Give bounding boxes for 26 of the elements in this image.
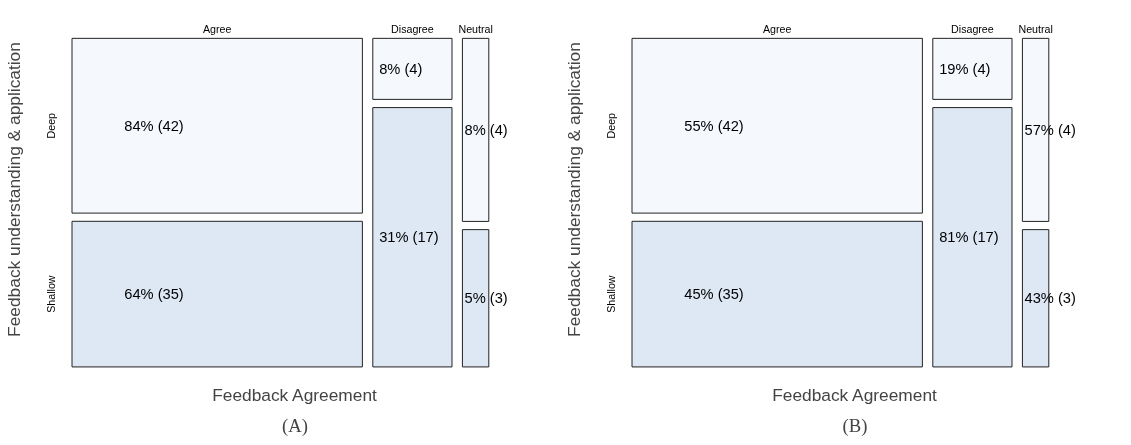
data-label: 8% (4) <box>379 60 423 77</box>
category-label: Neutral <box>458 23 493 36</box>
text: Feedback understanding & application <box>563 42 584 337</box>
data-label: 55% (42) <box>684 117 744 134</box>
text: Shallow <box>605 275 618 313</box>
category-label: Agree <box>762 23 792 36</box>
text: Feedback Agreement <box>772 384 938 405</box>
data-label: 81% (17) <box>939 229 999 246</box>
data-label: 8% (4) <box>464 121 508 138</box>
category-label: Disagree <box>951 23 994 36</box>
data-label: 84% (42) <box>124 117 184 134</box>
category-label: Disagree <box>391 23 434 36</box>
text: Feedback Agreement <box>212 384 378 405</box>
text: Deep <box>45 112 58 139</box>
text: Shallow <box>45 275 58 313</box>
category-label: Neutral <box>1018 23 1053 36</box>
text: Feedback understanding & application <box>3 42 24 337</box>
data-label: 31% (17) <box>379 229 439 246</box>
text: (A) <box>282 414 308 437</box>
data-label: 45% (35) <box>684 286 744 303</box>
data-label: 19% (4) <box>939 60 991 77</box>
data-label: 64% (35) <box>124 286 184 303</box>
text: Deep <box>605 112 618 139</box>
category-label: Agree <box>202 23 232 36</box>
data-label: 5% (3) <box>464 290 508 307</box>
text: (B) <box>842 414 868 437</box>
